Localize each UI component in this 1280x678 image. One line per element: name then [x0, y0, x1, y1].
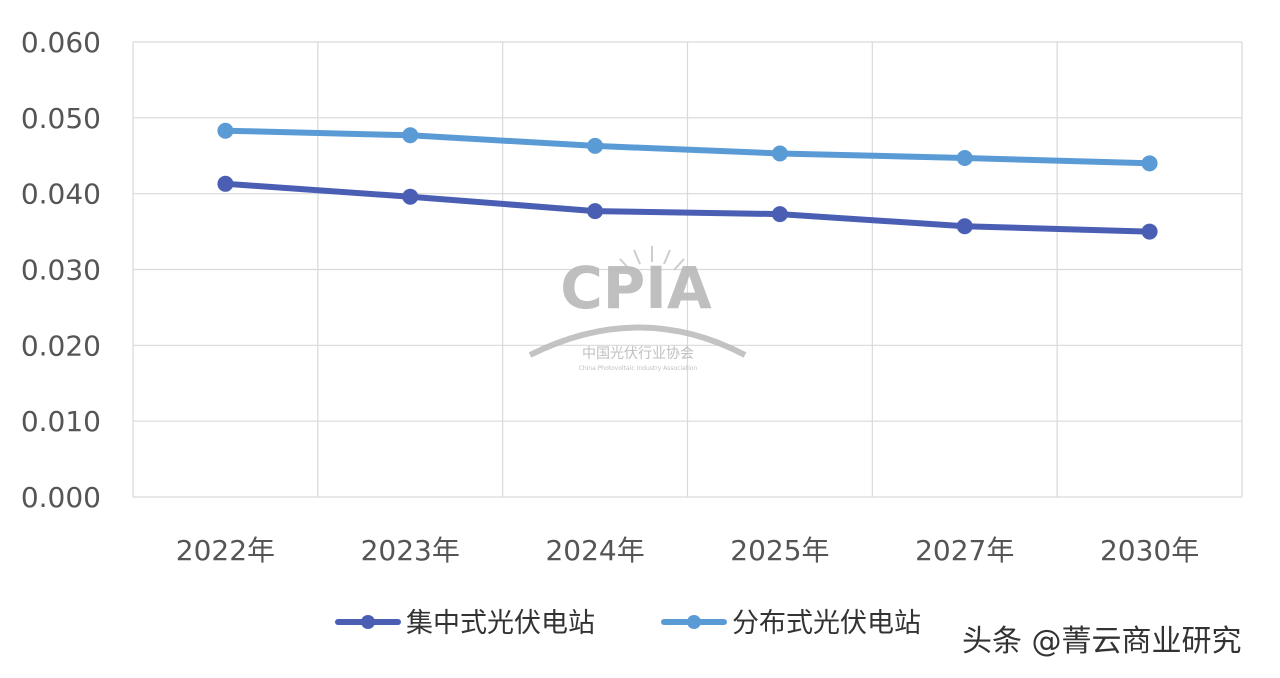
- data-point: [1141, 155, 1158, 172]
- watermark-org-name: 中国光伏行业协会: [582, 346, 694, 362]
- data-point: [217, 122, 234, 139]
- data-point: [956, 150, 973, 167]
- sun-icon: [619, 246, 685, 271]
- data-point: [587, 137, 604, 154]
- x-tick-label: 2030年: [1100, 534, 1199, 567]
- legend: 集中式光伏电站 分布式光伏电站: [335, 608, 921, 639]
- cpia-watermark: CPIA 中国光伏行业协会 China Photovoltaic Industr…: [528, 246, 747, 372]
- data-point: [402, 188, 419, 205]
- series-line-1: [222, 127, 1153, 167]
- data-point: [587, 203, 604, 220]
- data-point: [402, 127, 419, 144]
- legend-item-centralized: 集中式光伏电站: [335, 608, 595, 639]
- y-tick-label: 0.030: [21, 254, 101, 287]
- watermark-arc: [528, 324, 747, 358]
- data-point: [217, 175, 234, 192]
- y-tick-label: 0.040: [21, 178, 101, 211]
- y-tick-label: 0.010: [21, 405, 101, 438]
- x-tick-label: 2022年: [176, 534, 275, 567]
- data-point: [1141, 223, 1158, 240]
- x-tick-label: 2024年: [545, 534, 644, 567]
- credit-text: 头条 @菁云商业研究: [962, 624, 1242, 659]
- watermark-org-name-en: China Photovoltaic Industry Association: [579, 365, 698, 372]
- grid: [132, 41, 1243, 498]
- y-tick-label: 0.020: [21, 329, 101, 362]
- y-axis-ticks: 0.000 0.010 0.020 0.030 0.040 0.050 0.060: [21, 26, 101, 514]
- watermark-logo-text: CPIA: [560, 254, 712, 322]
- x-tick-label: 2023年: [361, 534, 460, 567]
- legend-item-distributed: 分布式光伏电站: [661, 608, 921, 639]
- legend-label-centralized: 集中式光伏电站: [406, 608, 595, 639]
- legend-label-distributed: 分布式光伏电站: [732, 608, 921, 639]
- legend-marker-distributed: [687, 615, 701, 629]
- series-layer: [217, 122, 1158, 240]
- y-tick-label: 0.000: [21, 481, 101, 514]
- series-line-0: [222, 180, 1153, 235]
- data-point: [771, 206, 788, 223]
- x-tick-label: 2027年: [915, 534, 1014, 567]
- legend-marker-centralized: [361, 615, 375, 629]
- y-tick-label: 0.060: [21, 26, 101, 59]
- x-tick-label: 2025年: [730, 534, 829, 567]
- x-axis-ticks: 2022年 2023年 2024年 2025年 2027年 2030年: [176, 534, 1199, 567]
- y-tick-label: 0.050: [21, 102, 101, 135]
- data-point: [771, 145, 788, 162]
- data-point: [956, 218, 973, 235]
